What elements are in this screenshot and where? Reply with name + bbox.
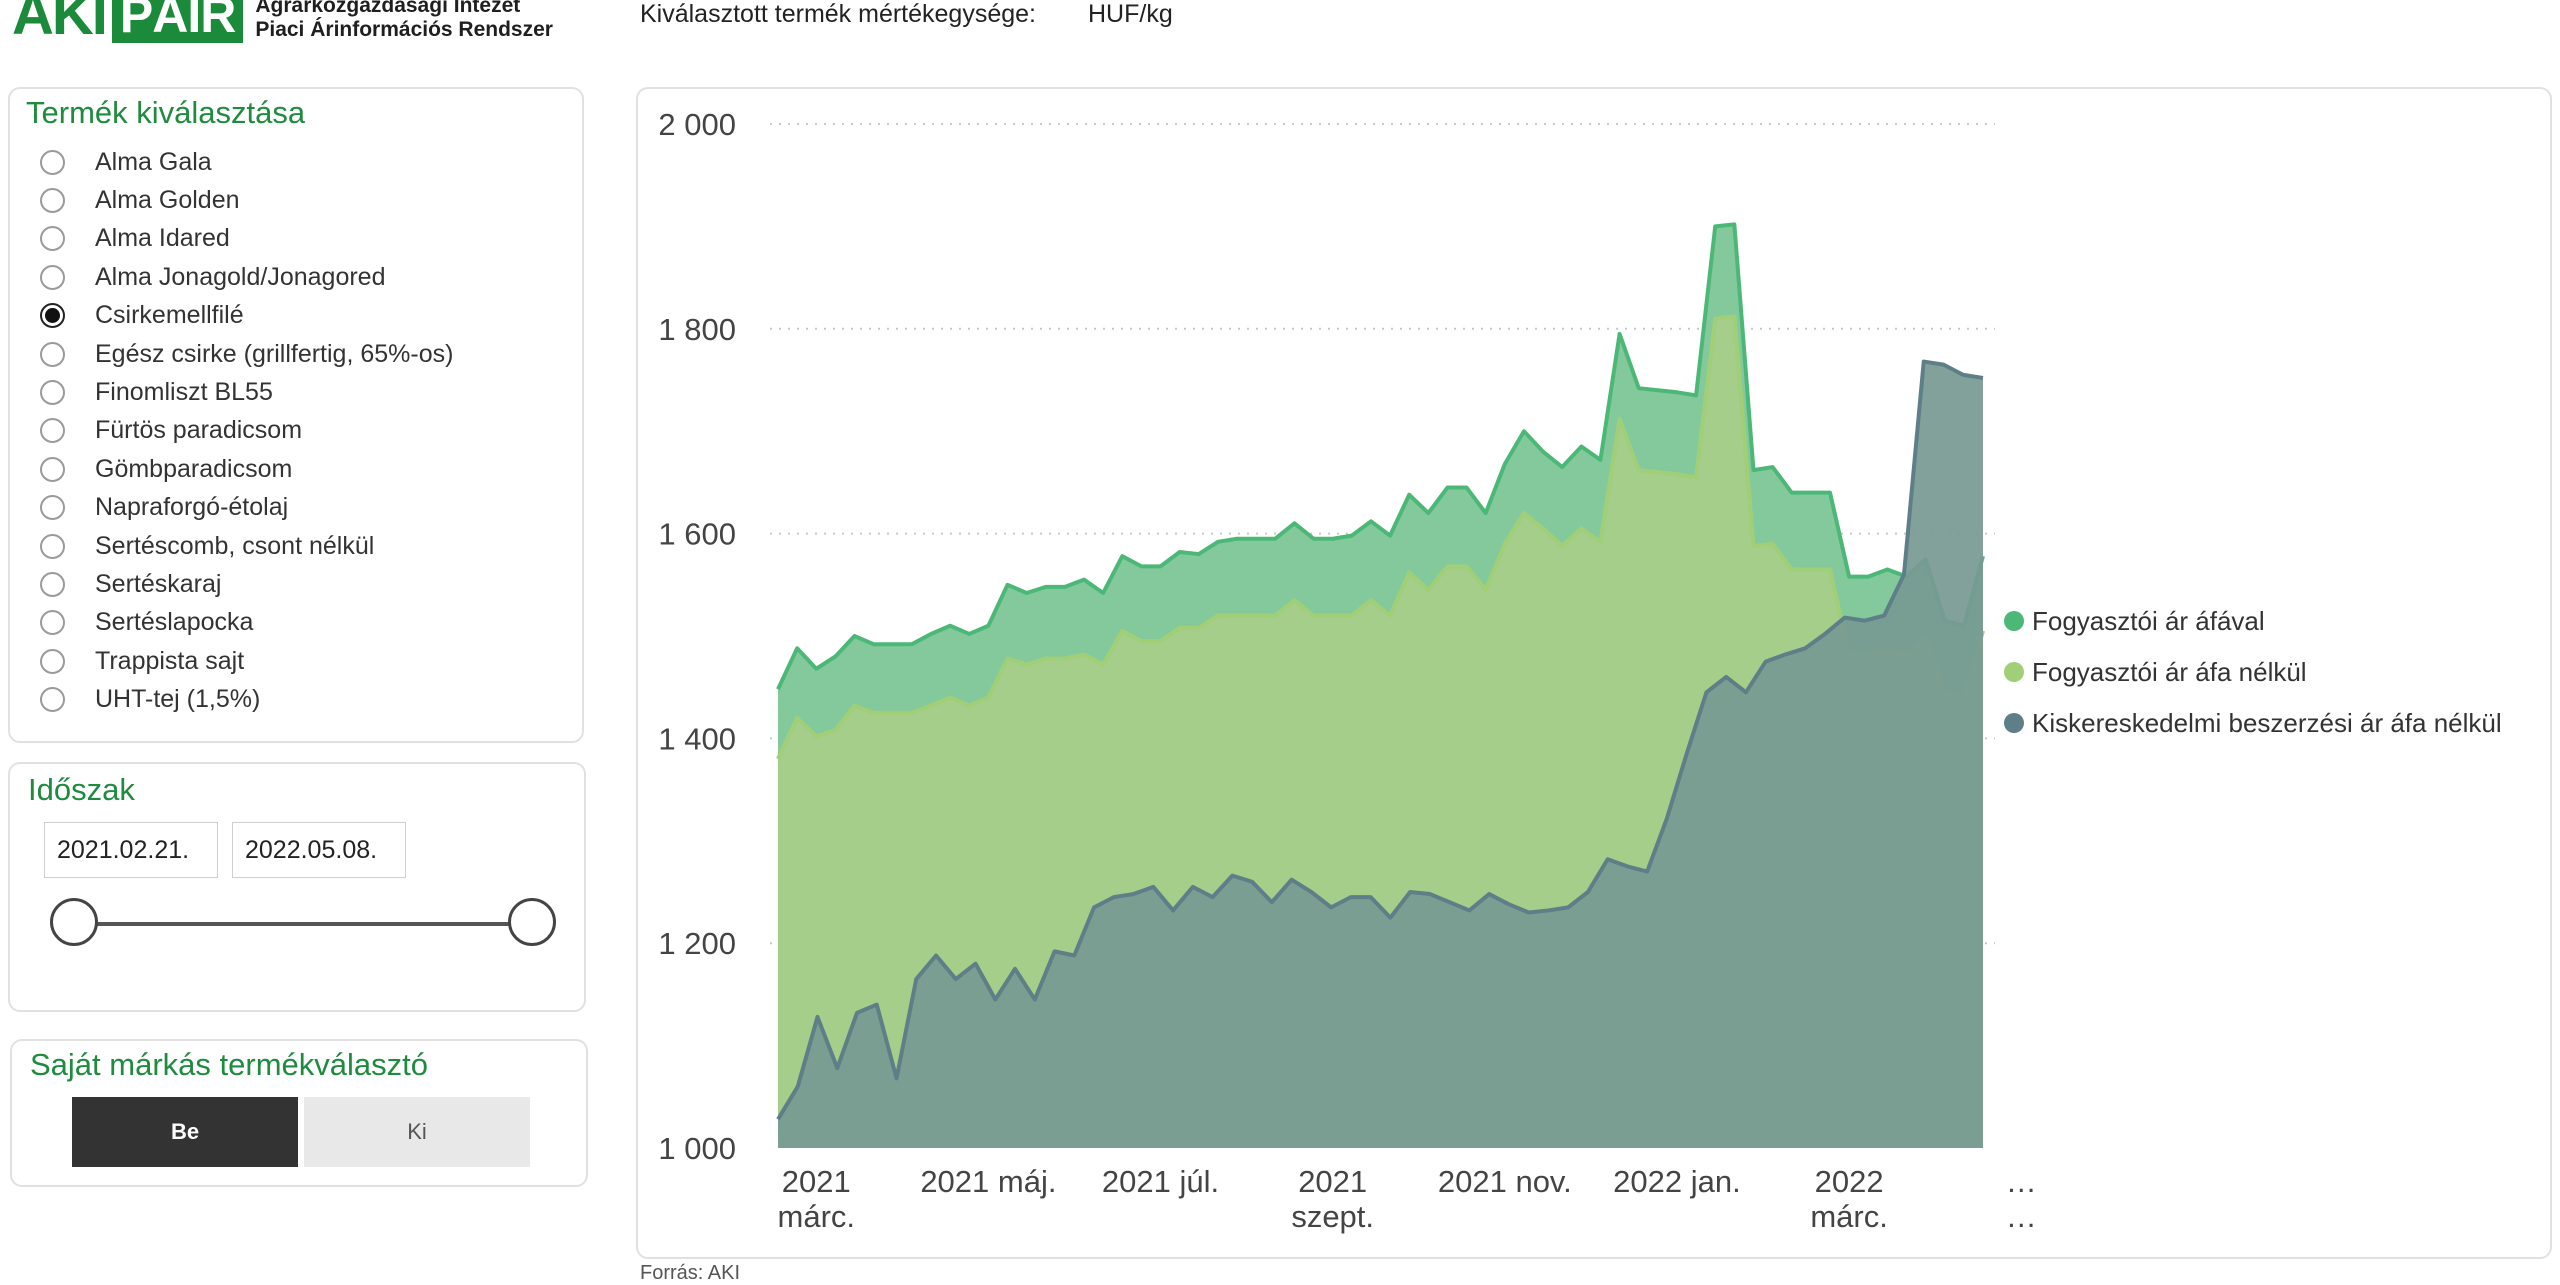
product-option[interactable]: UHT-tej (1,5%) — [40, 680, 453, 718]
x-tick-label: 2022 jan. — [1613, 1164, 1741, 1199]
logo-line-2: Piaci Árinformációs Rendszer — [255, 18, 553, 41]
logo-line-1: Agrárközgazdasági Intézet — [255, 0, 521, 17]
product-option-label: Alma Jonagold/Jonagored — [95, 262, 386, 291]
product-option[interactable]: Alma Gala — [40, 143, 453, 181]
footer-source: Forrás: AKI — [640, 1262, 741, 1284]
y-tick-label: 1 000 — [658, 1131, 736, 1166]
date-range-slider-track[interactable] — [74, 922, 540, 926]
legend-marker-icon — [2004, 662, 2024, 682]
y-tick-label: 1 400 — [658, 721, 736, 756]
logo-mark: AKI PÁIR — [12, 0, 244, 47]
product-option-label: Sertéscomb, csont nélkül — [95, 531, 375, 560]
product-option-label: Alma Idared — [95, 224, 230, 253]
product-option[interactable]: Napraforgó-étolaj — [40, 489, 453, 527]
product-option-label: Csirkemellfilé — [95, 301, 244, 330]
product-option-label: Fürtös paradicsom — [95, 416, 303, 445]
radio-empty-icon[interactable] — [40, 380, 65, 406]
logo-mark-right: PÁIR — [111, 0, 244, 43]
unit-row: Kiválasztott termék mértékegysége: HUF/k… — [640, 0, 1173, 29]
radio-empty-icon[interactable] — [40, 226, 65, 252]
product-option-label: Sertéskaraj — [95, 569, 222, 598]
product-option[interactable]: Fürtös paradicsom — [40, 412, 453, 450]
product-option[interactable]: Finomliszt BL55 — [40, 373, 453, 411]
radio-empty-icon[interactable] — [40, 188, 65, 214]
legend-marker-icon — [2004, 713, 2024, 733]
product-option[interactable]: Sertéslapocka — [40, 604, 453, 642]
product-option-label: Finomliszt BL55 — [95, 378, 273, 407]
x-tick-label: 2021 — [1298, 1164, 1367, 1199]
x-tick-label: 2021 — [782, 1164, 851, 1199]
radio-empty-icon[interactable] — [40, 610, 65, 636]
unit-value: HUF/kg — [1088, 0, 1173, 28]
logo: AKI PÁIR Agrárközgazdasági Intézet Piaci… — [12, 0, 553, 44]
radio-empty-icon[interactable] — [40, 341, 65, 367]
brand-off-button[interactable]: Ki — [304, 1097, 530, 1167]
series-consumer-price-with-vat-line — [776, 222, 1985, 691]
product-option-label: UHT-tej (1,5%) — [95, 685, 261, 714]
logo-mark-left: AKI — [12, 0, 108, 47]
product-option[interactable]: Alma Idared — [40, 220, 453, 258]
product-option-label: Egész csirke (grillfertig, 65%-os) — [95, 339, 454, 368]
start-date-input[interactable]: 2021.02.21. — [44, 822, 218, 878]
radio-empty-icon[interactable] — [40, 264, 65, 290]
date-range-end-handle[interactable] — [508, 898, 556, 946]
brand-panel-title: Saját márkás termékválasztó — [30, 1047, 428, 1082]
x-tick-label: 2021 máj. — [920, 1164, 1056, 1199]
product-option[interactable]: Csirkemellfilé — [40, 297, 453, 335]
unit-label: Kiválasztott termék mértékegysége: — [640, 0, 1036, 28]
product-option[interactable]: Sertéscomb, csont nélkül — [40, 527, 453, 565]
x-tick-label: 2022 — [1815, 1164, 1884, 1199]
product-option[interactable]: Alma Golden — [40, 181, 453, 219]
x-tick-label: márc. — [1810, 1199, 1888, 1234]
legend-marker-icon — [2004, 611, 2024, 631]
radio-empty-icon[interactable] — [40, 648, 65, 674]
radio-empty-icon[interactable] — [40, 533, 65, 559]
brand-on-button[interactable]: Be — [72, 1097, 298, 1167]
x-tick-label: 2021 nov. — [1438, 1164, 1572, 1199]
y-tick-label: 1 600 — [658, 517, 736, 552]
radio-empty-icon[interactable] — [40, 418, 65, 444]
x-tick-label: márc. — [778, 1199, 856, 1234]
product-option-label: Alma Golden — [95, 186, 240, 215]
logo-text: Agrárközgazdasági Intézet Piaci Árinform… — [255, 0, 553, 44]
x-tick-label: … — [2006, 1164, 2037, 1199]
product-selection-panel: Termék kiválasztása Alma Gala Alma Golden… — [8, 87, 584, 743]
own-brand-panel: Saját márkás termékválasztó Be Ki — [10, 1039, 588, 1187]
radio-empty-icon[interactable] — [40, 456, 65, 482]
x-tick-label: … — [2006, 1199, 2037, 1234]
legend-label: Fogyasztói ár áfával — [2032, 606, 2265, 636]
y-tick-label: 1 800 — [658, 312, 736, 347]
radio-empty-icon[interactable] — [40, 687, 65, 713]
radio-selected-icon[interactable] — [40, 303, 65, 329]
product-option[interactable]: Sertéskaraj — [40, 565, 453, 603]
radio-empty-icon[interactable] — [40, 571, 65, 597]
series-consumer-price-without-vat-line — [776, 314, 1985, 760]
product-option[interactable]: Gömbparadicsom — [40, 450, 453, 488]
product-option[interactable]: Trappista sajt — [40, 642, 453, 680]
y-tick-label: 1 200 — [658, 926, 736, 961]
product-radio-list: Alma Gala Alma Golden Alma Idared Alma Jona… — [40, 143, 453, 719]
end-date-input[interactable]: 2022.05.08. — [232, 822, 406, 878]
product-option[interactable]: Alma Jonagold/Jonagored — [40, 258, 453, 296]
x-tick-label: szept. — [1291, 1199, 1374, 1234]
series-retail-purchase-price-line — [776, 359, 1984, 1121]
series-retail-purchase-price-area — [778, 361, 1983, 1148]
product-option-label: Sertéslapocka — [95, 608, 254, 637]
product-option-label: Alma Gala — [95, 147, 212, 176]
product-option[interactable]: Egész csirke (grillfertig, 65%-os) — [40, 335, 453, 373]
legend-label: Kiskereskedelmi beszerzési ár áfa nélkül — [2032, 708, 2502, 738]
product-panel-title: Termék kiválasztása — [26, 95, 306, 130]
y-tick-label: 2 000 — [658, 107, 736, 142]
period-panel-title: Időszak — [28, 772, 135, 807]
product-option-label: Gömbparadicsom — [95, 454, 293, 483]
period-panel: Időszak 2021.02.21. 2022.05.08. — [8, 762, 586, 1012]
radio-empty-icon[interactable] — [40, 495, 65, 521]
radio-empty-icon[interactable] — [40, 149, 65, 175]
product-option-label: Napraforgó-étolaj — [95, 493, 289, 522]
date-range-start-handle[interactable] — [50, 898, 98, 946]
x-tick-label: 2021 júl. — [1102, 1164, 1219, 1199]
product-option-label: Trappista sajt — [95, 646, 245, 675]
legend-label: Fogyasztói ár áfa nélkül — [2032, 657, 2307, 687]
